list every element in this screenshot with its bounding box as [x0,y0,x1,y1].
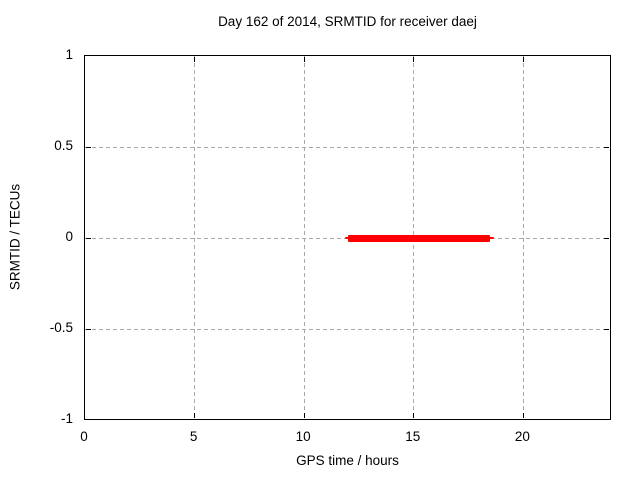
y-gridline [85,328,610,330]
x-tick-label: 20 [514,429,530,444]
x-tick-bottom [194,413,196,418]
y-gridline [85,146,610,148]
y-tick-label: 0 [65,229,73,244]
x-tick-top [522,57,524,62]
y-tick-left [86,328,91,330]
y-tick-label: 0.5 [54,138,73,153]
x-tick-label: 15 [405,429,421,444]
chart-title: Day 162 of 2014, SRMTID for receiver dae… [218,14,477,29]
data-series-segment [348,234,491,242]
x-tick-label: 0 [80,429,88,444]
x-tick-label: 10 [295,429,311,444]
y-tick-label: 1 [65,47,73,62]
x-tick-bottom [303,413,305,418]
x-tick-top [194,57,196,62]
y-tick-label: -1 [60,411,73,426]
plot-area [84,55,611,420]
y-tick-left [86,146,91,148]
y-tick-right [604,328,609,330]
y-tick-label: -0.5 [49,320,73,335]
y-tick-right [604,146,609,148]
y-tick-left [86,237,91,239]
x-axis-label: GPS time / hours [296,453,399,468]
x-tick-label: 5 [189,429,198,444]
x-tick-bottom [522,413,524,418]
x-tick-bottom [413,413,415,418]
x-tick-top [303,57,305,62]
y-tick-right [604,237,609,239]
x-tick-top [413,57,415,62]
